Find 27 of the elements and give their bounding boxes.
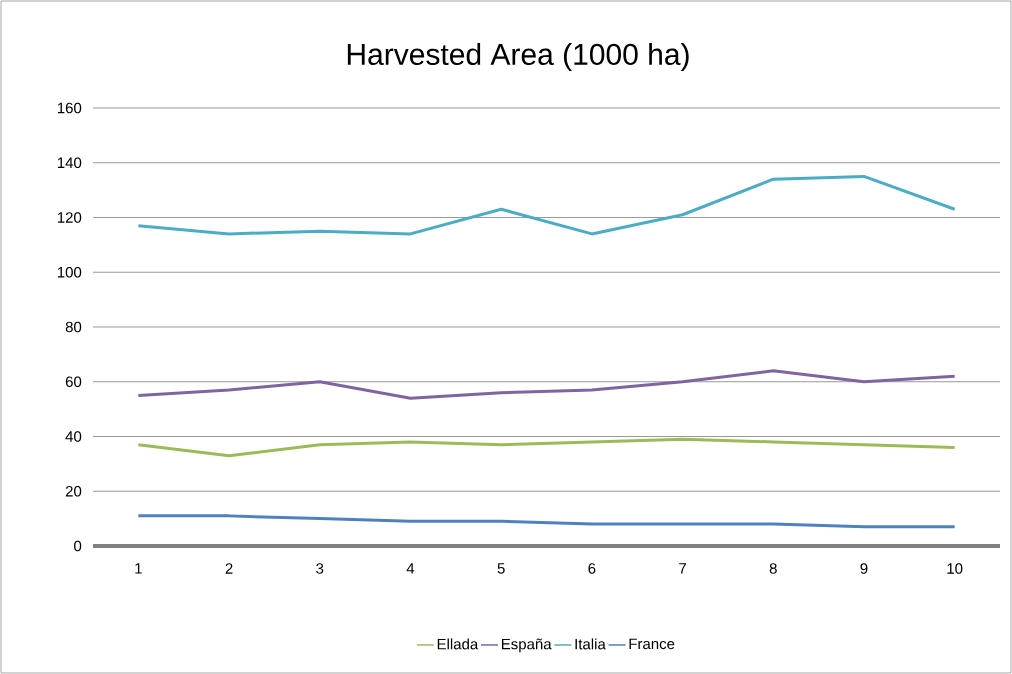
legend-label: France — [629, 638, 675, 650]
x-tick-label: 10 — [947, 563, 963, 574]
y-tick-label: 0 — [74, 540, 82, 552]
x-tick-label: 5 — [497, 563, 505, 574]
y-tick-label: 160 — [57, 102, 82, 114]
x-tick-label: 7 — [679, 563, 686, 574]
x-tick-label: 3 — [316, 563, 324, 574]
x-tick-label: 1 — [135, 563, 142, 574]
x-tick-label: 9 — [860, 563, 868, 574]
x-tick-label: 6 — [588, 563, 596, 574]
legend-label: España — [501, 638, 552, 653]
y-tick-label: 80 — [65, 321, 82, 333]
legend-label: Ellada — [437, 638, 479, 650]
line-series — [136, 369, 957, 400]
y-tick-label: 60 — [65, 376, 82, 388]
y-tick-label: 20 — [65, 485, 82, 497]
y-tick-label: 120 — [57, 212, 82, 223]
y-tick-label: 140 — [57, 157, 82, 169]
x-tick-label: 2 — [225, 563, 233, 574]
y-tick-label: 100 — [57, 266, 82, 278]
y-tick-label: 40 — [65, 431, 82, 442]
chart-title: Harvested Area (1000 ha) — [347, 43, 689, 71]
line-series — [136, 437, 957, 458]
x-tick-label: 8 — [769, 563, 777, 574]
legend-label: Italia — [575, 638, 606, 650]
x-tick-label: 4 — [406, 563, 415, 574]
line-series — [136, 174, 957, 236]
